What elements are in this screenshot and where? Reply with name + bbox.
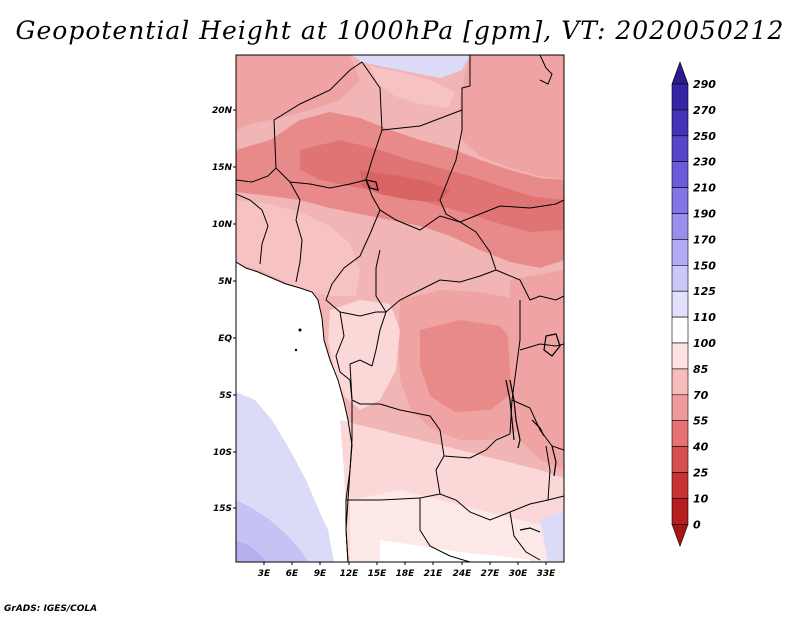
lon-label: 30E (509, 569, 529, 579)
colorbar-swatch (671, 523, 689, 548)
colorbar-label: 0 (693, 518, 701, 531)
lon-label: 24E (453, 569, 473, 579)
colorbar-swatch (671, 316, 689, 344)
lon-label: 9E (314, 569, 327, 579)
lon-label: 15E (368, 569, 388, 579)
colorbar-swatch (671, 498, 689, 525)
lon-label: 33E (537, 569, 557, 579)
lat-label: 20N (212, 106, 233, 116)
colorbar-swatch (671, 394, 689, 421)
colorbar-label: 270 (693, 104, 716, 117)
island-bioko (298, 328, 302, 332)
country-borders (236, 55, 564, 562)
congo-core (420, 320, 520, 412)
colorbar-label: 170 (693, 233, 716, 246)
colorbar-swatch (671, 239, 689, 266)
colorbar-label: 25 (693, 467, 709, 480)
colorbar-swatch (671, 61, 689, 85)
chart-title: Geopotential Height at 1000hPa [gpm], VT… (15, 16, 785, 45)
northwest-salmon (236, 55, 360, 130)
colorbar-label: 10 (693, 492, 709, 505)
grads-credit: GrADS: IGES/COLA (4, 604, 98, 614)
east-salmon (508, 270, 564, 470)
colorbar-label: 125 (693, 285, 716, 298)
red-sea-coast (539, 55, 553, 85)
map-field (236, 55, 564, 562)
lon-label: 6E (286, 569, 299, 579)
northeast-salmon (460, 55, 564, 180)
coastline (236, 261, 353, 562)
colorbar: 2902702502302101901701501251101008570554… (671, 61, 716, 548)
colorbar-label: 230 (693, 156, 716, 169)
colorbar-swatch (671, 368, 689, 396)
lon-label: 18E (396, 569, 416, 579)
lat-label: 10S (213, 448, 232, 458)
colorbar-label: 210 (693, 182, 716, 195)
lat-label: 10N (212, 220, 233, 230)
map-frame (235, 54, 565, 563)
lon-axis: 3E 6E 9E 12E 15E 18E 21E 24E 27E 30E 33E (258, 562, 556, 579)
island-principe (294, 348, 298, 352)
lon-label: 12E (340, 569, 360, 579)
colorbar-swatch (671, 135, 689, 163)
chad-core-red (360, 170, 450, 202)
south-white-patch (380, 540, 530, 562)
colorbar-label: 85 (693, 363, 709, 376)
colorbar-label: 290 (693, 78, 716, 91)
colorbar-swatch (671, 472, 689, 499)
colorbar-label: 100 (693, 337, 716, 350)
lat-axis: 20N 15N 10N 5N EQ 5S 10S 15S (212, 106, 236, 514)
colorbar-label: 110 (693, 311, 716, 324)
colorbar-swatch (671, 161, 689, 188)
colorbar-label: 150 (693, 259, 716, 272)
colorbar-swatch (671, 290, 689, 318)
colorbar-swatch (671, 83, 689, 111)
colorbar-swatch (671, 213, 689, 240)
colorbar-swatch (671, 109, 689, 137)
lat-label: EQ (218, 334, 232, 344)
lakes (364, 179, 561, 533)
north-blue-patch (352, 55, 470, 78)
colorbar-swatch (671, 264, 689, 292)
colorbar-label: 190 (693, 208, 716, 221)
lon-label: 27E (481, 569, 501, 579)
colorbar-swatch (671, 342, 689, 370)
gabon-pale-pink (328, 300, 400, 410)
colorbar-label: 40 (692, 441, 709, 454)
southeast-blue (540, 510, 564, 562)
north-pink-patch (370, 66, 455, 108)
lon-label: 3E (258, 569, 271, 579)
ocean-mid-blue (236, 500, 308, 562)
colorbar-label: 250 (693, 130, 716, 143)
colorbar-label: 55 (693, 415, 709, 428)
lat-label: 15N (212, 163, 233, 173)
colorbar-label: 70 (693, 389, 709, 402)
ocean-lavender (236, 540, 266, 562)
lat-label: 5N (218, 277, 232, 287)
colorbar-swatch (671, 187, 689, 214)
lat-label: 15S (213, 504, 232, 514)
lat-label: 5S (219, 391, 232, 401)
colorbar-swatch (671, 446, 689, 473)
lon-label: 21E (424, 569, 444, 579)
colorbar-swatch (671, 420, 689, 447)
